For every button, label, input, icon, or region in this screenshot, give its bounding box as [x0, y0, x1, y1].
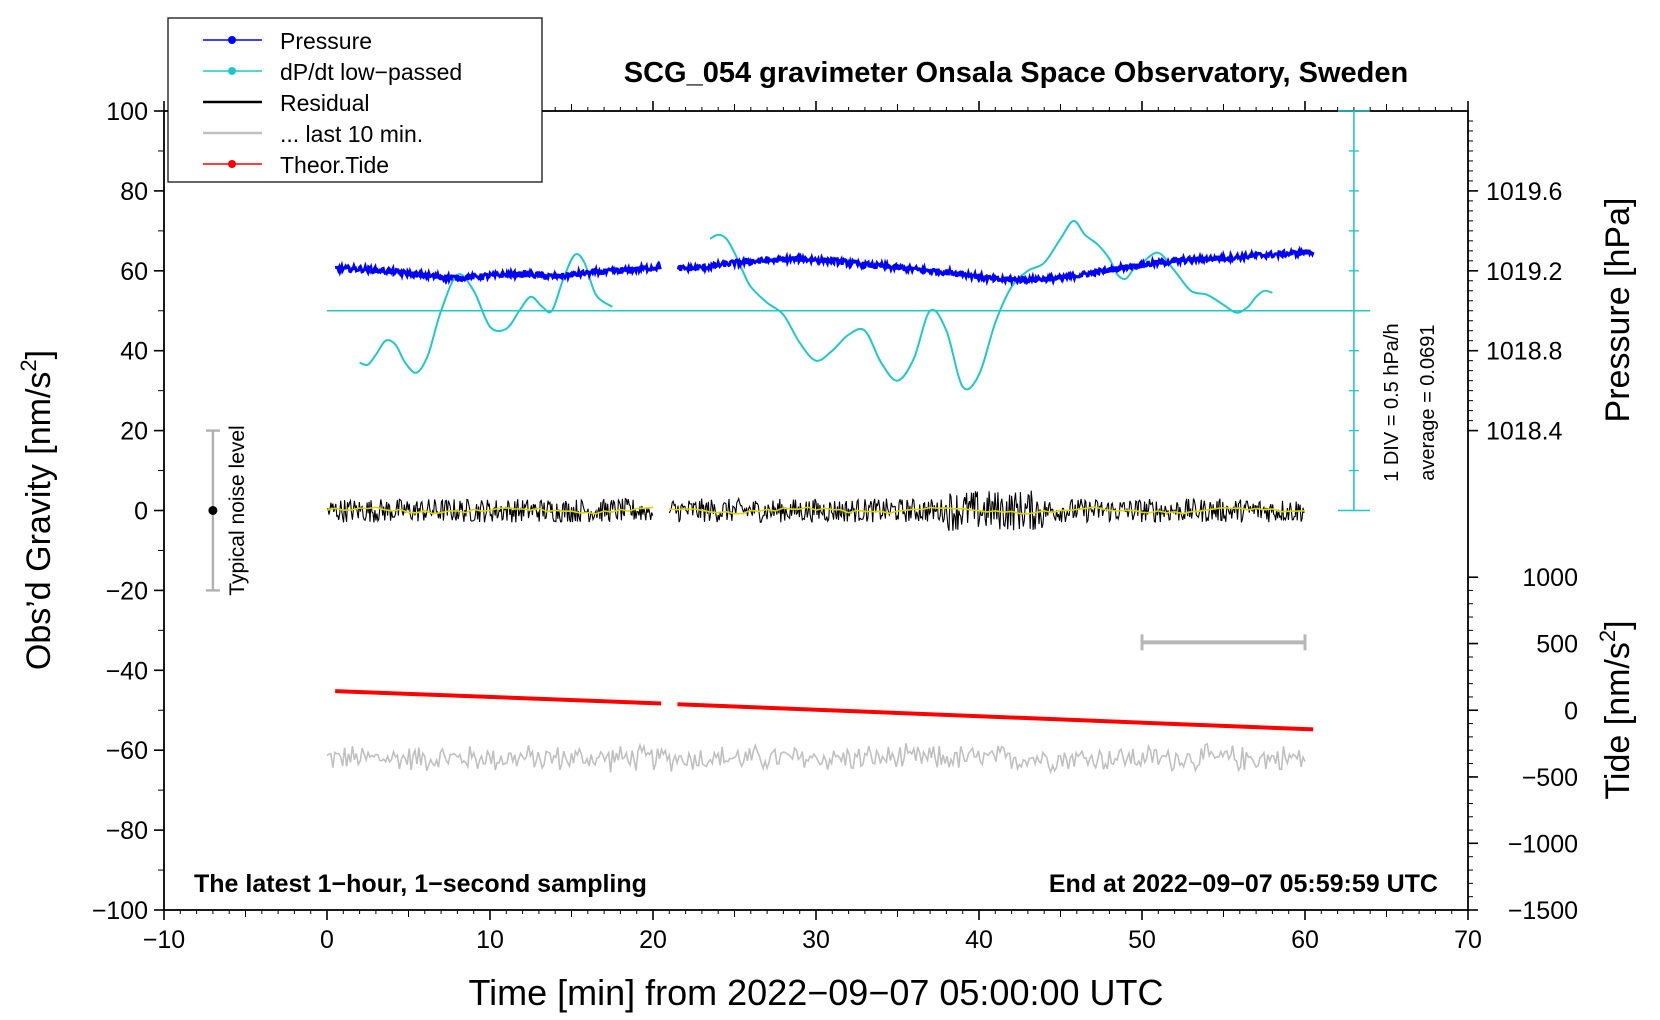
pressure-tick-label: 1019.2: [1486, 258, 1562, 286]
y-axis-label: Obs’d Gravity [nm/s2]: [16, 350, 58, 670]
pressure-axis-label: Pressure [hPa]: [1599, 198, 1637, 423]
legend-label: Residual: [280, 90, 370, 116]
tide-axis-label-sup: 2: [1595, 630, 1620, 642]
legend: Pressure dP/dt low−passed Residual ... last…: [167, 17, 543, 183]
tide-tick-label: −1500: [1508, 897, 1578, 925]
pressure-tick-label: 1018.8: [1486, 338, 1562, 366]
noise-level-label: Typical noise level: [226, 425, 249, 595]
pressure-tick-label: 1019.6: [1486, 178, 1562, 206]
y-tick-label: 100: [106, 98, 148, 126]
annotation-sampling: The latest 1−hour, 1−second sampling: [194, 870, 647, 898]
x-tick-label: 50: [1128, 926, 1156, 954]
tide-tick-label: 1000: [1522, 564, 1578, 592]
pressure-line: [676, 245, 1315, 287]
y-tick-label: −100: [92, 897, 148, 925]
y-tick-label: 20: [120, 418, 148, 446]
tide-tick-label: 500: [1536, 631, 1578, 659]
x-tick-label: 30: [802, 926, 830, 954]
legend-marker: [228, 36, 236, 44]
tide-axis-label: Tide [nm/s2]: [1595, 620, 1637, 799]
x-tick-label: 10: [476, 926, 504, 954]
y-tick-label: 60: [120, 258, 148, 286]
y-tick-label: −40: [106, 657, 148, 685]
theor-tide-line: [677, 702, 1314, 732]
legend-label: Theor.Tide: [280, 152, 389, 178]
x-tick-label: 0: [320, 926, 334, 954]
x-tick-label: 60: [1291, 926, 1319, 954]
theor-tide-line: [335, 689, 662, 706]
pressure-line: [334, 260, 662, 286]
tide-tick-label: 0: [1564, 697, 1578, 725]
tide-axis-label-main: Tide [nm/s: [1599, 642, 1637, 799]
y-axis-label-main: Obs’d Gravity [nm/s: [20, 372, 58, 671]
last-10-min-line: [326, 742, 1306, 775]
x-tick-label: 40: [965, 926, 993, 954]
dpdt-line: [709, 219, 1273, 391]
y-tick-label: 40: [120, 338, 148, 366]
annotation-end-time: End at 2022−09−07 05:59:59 UTC: [1049, 870, 1438, 898]
y-tick-label: −80: [106, 817, 148, 845]
x-tick-label: −10: [143, 926, 185, 954]
legend-box: [167, 17, 543, 183]
legend-label: dP/dt low−passed: [280, 59, 462, 85]
tide-axis-label-close: ]: [1599, 620, 1637, 629]
y-axis-label-close: ]: [20, 350, 58, 359]
residual-smoothed-line: [326, 506, 654, 515]
legend-marker: [228, 67, 236, 75]
y-axis-label-sup: 2: [16, 359, 41, 371]
legend-label: ... last 10 min.: [280, 121, 423, 147]
dpdt-scale-label: 1 DIV = 0.5 hPa/h: [1381, 323, 1403, 481]
x-tick-label: 20: [639, 926, 667, 954]
legend-marker: [228, 160, 236, 168]
x-tick-label: 70: [1454, 926, 1482, 954]
x-axis-label: Time [min] from 2022−09−07 05:00:00 UTC: [468, 972, 1163, 1013]
y-tick-label: 80: [120, 178, 148, 206]
tide-tick-label: −500: [1522, 764, 1578, 792]
residual-smoothed-line: [669, 506, 1306, 515]
noise-bar-center: [208, 506, 218, 515]
dpdt-line: [359, 253, 613, 374]
legend-label: Pressure: [280, 28, 372, 54]
y-tick-label: −60: [106, 737, 148, 765]
dpdt-average-label: average = 0.0691: [1417, 325, 1439, 481]
tide-tick-label: −1000: [1508, 830, 1578, 858]
y-tick-label: −20: [106, 577, 148, 605]
y-tick-label: 0: [134, 498, 148, 526]
pressure-tick-label: 1018.4: [1486, 418, 1563, 446]
chart-title: SCG_054 gravimeter Onsala Space Observat…: [624, 57, 1408, 89]
